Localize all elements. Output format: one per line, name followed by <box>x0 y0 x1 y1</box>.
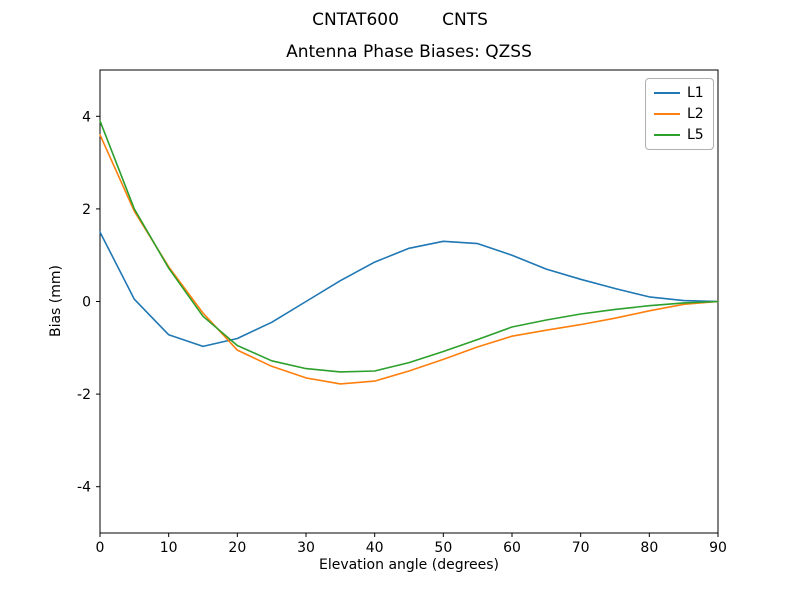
legend-line-swatch <box>654 92 680 94</box>
y-tick-label: -2 <box>77 387 91 403</box>
x-tick-label: 50 <box>434 540 452 556</box>
y-tick-label: 4 <box>82 109 91 125</box>
figure-suptitle: CNTAT600 CNTS <box>312 10 488 30</box>
x-tick-label: 10 <box>160 540 178 556</box>
line-l2 <box>99 134 719 385</box>
line-l5 <box>99 120 719 373</box>
x-tick-label: 40 <box>366 540 384 556</box>
legend-item-l5: L5 <box>654 126 704 144</box>
x-tick-label: 0 <box>96 540 105 556</box>
legend-label: L2 <box>687 106 704 122</box>
legend-item-l2: L2 <box>654 105 704 123</box>
x-axis-label: Elevation angle (degrees) <box>318 557 500 573</box>
y-tick-label: 0 <box>82 295 91 311</box>
legend-line-swatch <box>654 113 680 115</box>
x-tick-label: 70 <box>572 540 590 556</box>
legend: L1 L2 L5 <box>645 78 714 150</box>
x-tick-label: 30 <box>297 540 315 556</box>
y-tick-label: 2 <box>82 202 91 218</box>
x-tick-label: 90 <box>709 540 727 556</box>
legend-item-l1: L1 <box>654 84 704 102</box>
chart-title: Antenna Phase Biases: QZSS <box>286 42 532 62</box>
x-tick-label: 80 <box>640 540 658 556</box>
line-l1 <box>99 231 719 348</box>
legend-line-swatch <box>654 134 680 136</box>
legend-label: L1 <box>687 85 704 101</box>
x-tick-label: 60 <box>503 540 521 556</box>
legend-label: L5 <box>687 127 704 143</box>
y-tick-label: -4 <box>77 480 91 496</box>
x-tick-label: 20 <box>228 540 246 556</box>
